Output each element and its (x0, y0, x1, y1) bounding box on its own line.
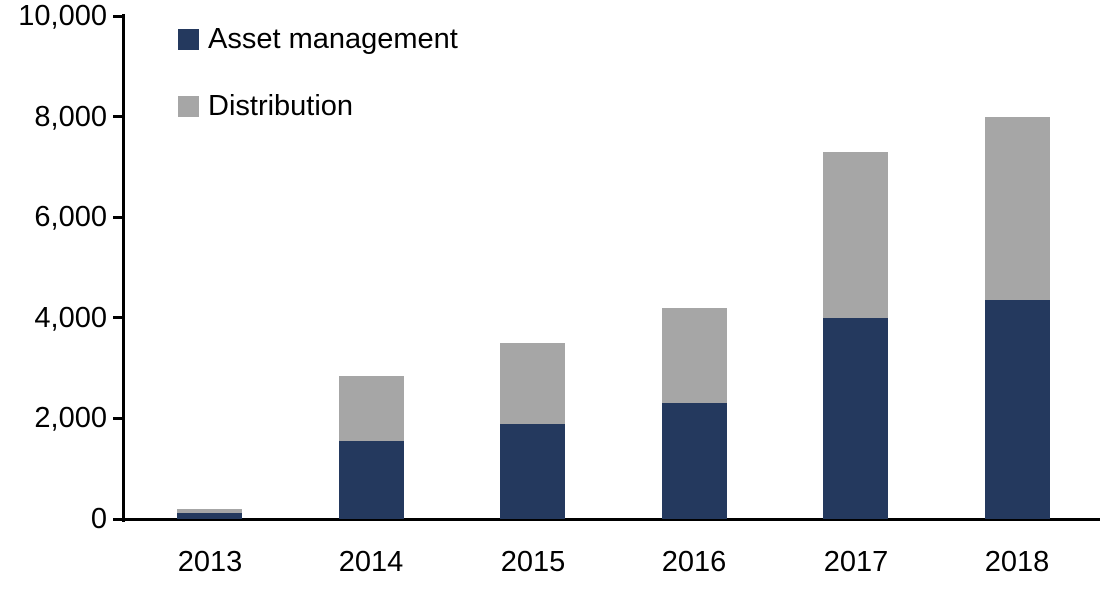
x-axis-label: 2015 (500, 546, 566, 578)
bar-segment-distribution (985, 116, 1050, 301)
legend-label: Distribution (208, 90, 354, 122)
y-axis-tick (113, 518, 124, 521)
x-axis-label: 2017 (823, 546, 889, 578)
legend-swatch-distribution (178, 95, 199, 117)
y-axis-tick (113, 15, 124, 18)
bar-segment-asset-management (339, 441, 404, 519)
y-axis-tick (113, 216, 124, 219)
bar-segment-distribution (339, 375, 404, 441)
bar-segment-distribution (500, 343, 565, 424)
bar-segment-asset-management (823, 317, 888, 519)
bar-segment-asset-management (500, 423, 565, 519)
x-axis-label: 2018 (984, 546, 1050, 578)
bar-segment-asset-management (177, 513, 242, 519)
y-axis-tick-label: 10,000 (18, 0, 107, 32)
x-axis-label: 2014 (338, 546, 404, 578)
y-axis-tick-label: 2,000 (34, 402, 107, 434)
y-axis-tick-label: 0 (90, 503, 107, 535)
y-axis-tick-label: 4,000 (34, 302, 107, 334)
bar-segment-asset-management (985, 300, 1050, 519)
bar-segment-distribution (177, 508, 242, 513)
legend-item: Distribution (178, 91, 353, 121)
x-axis-label: 2013 (177, 546, 243, 578)
legend-swatch-asset-management (178, 28, 199, 50)
y-axis-tick (113, 115, 124, 118)
y-axis-tick-label: 6,000 (34, 201, 107, 233)
x-axis-line (122, 518, 1100, 521)
x-axis-label: 2016 (661, 546, 727, 578)
bar-segment-asset-management (662, 403, 727, 519)
bar-segment-distribution (823, 151, 888, 318)
y-axis-tick (113, 417, 124, 420)
y-axis-tick (113, 316, 124, 319)
legend-label: Asset management (208, 23, 458, 55)
y-axis-tick-label: 8,000 (34, 101, 107, 133)
y-axis-line (122, 14, 125, 522)
legend-item: Asset management (178, 24, 458, 54)
bar-segment-distribution (662, 307, 727, 404)
